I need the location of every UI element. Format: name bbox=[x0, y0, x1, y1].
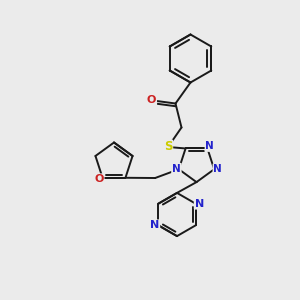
Text: O: O bbox=[147, 95, 156, 105]
Text: S: S bbox=[164, 140, 172, 154]
Text: N: N bbox=[206, 141, 214, 151]
Text: N: N bbox=[213, 164, 222, 174]
Text: N: N bbox=[195, 199, 204, 209]
Text: N: N bbox=[150, 220, 159, 230]
Text: O: O bbox=[94, 174, 104, 184]
Text: N: N bbox=[172, 164, 181, 174]
